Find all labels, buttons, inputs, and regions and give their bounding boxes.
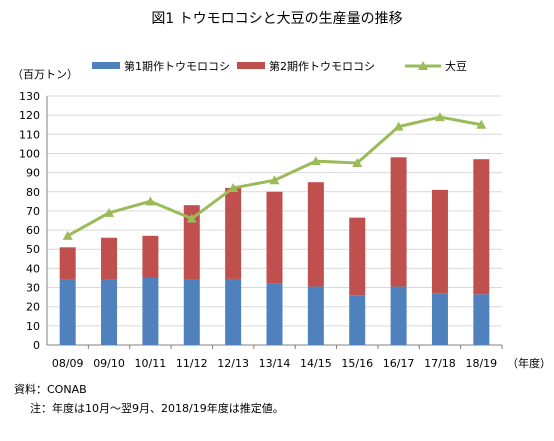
- y-tick-label: 30: [26, 282, 40, 295]
- x-tick-label: 10/11: [135, 357, 167, 370]
- bar-second-crop: [307, 182, 324, 287]
- soybean-marker: [269, 175, 280, 185]
- footnote: 注：年度は10月～翌9月、2018/19年度は推定値。: [30, 402, 284, 415]
- bar-second-crop: [142, 235, 159, 278]
- chart-title: 図1 トウモロコシと大豆の生産量の推移: [151, 11, 403, 27]
- x-tick-label: 16/17: [383, 357, 415, 370]
- x-tick-label: 12/13: [217, 357, 249, 370]
- x-tick-label: 11/12: [176, 357, 208, 370]
- x-tick-label: 18/19: [465, 357, 497, 370]
- source-note: 資料：CONAB: [14, 383, 87, 396]
- y-tick-label: 80: [26, 186, 40, 199]
- x-tick-label: 08/09: [52, 357, 84, 370]
- soybean-marker: [104, 207, 115, 217]
- y-tick-label: 120: [19, 109, 40, 122]
- bar-first-crop: [142, 277, 159, 345]
- y-tick-label: 100: [19, 147, 40, 160]
- bar-second-crop: [349, 217, 366, 296]
- bar-second-crop: [101, 237, 118, 280]
- y-tick-label: 110: [19, 128, 40, 141]
- soybean-marker: [228, 182, 239, 192]
- bar-first-crop: [307, 286, 324, 345]
- legend-label-soybean: 大豆: [445, 59, 467, 73]
- legend-swatch-first-crop: [92, 62, 120, 69]
- soybean-marker: [393, 121, 404, 131]
- soybean-marker: [186, 213, 197, 223]
- bar-first-crop: [225, 278, 242, 345]
- legend-label-first-crop: 第1期作トウモロコシ: [124, 59, 230, 73]
- bar-first-crop: [59, 279, 76, 345]
- y-tick-label: 40: [26, 262, 40, 275]
- x-tick-label: 17/18: [424, 357, 456, 370]
- bar-first-crop: [431, 293, 448, 345]
- legend-label-second-crop: 第2期作トウモロコシ: [269, 59, 375, 73]
- y-tick-label: 50: [26, 243, 40, 256]
- bar-second-crop: [59, 247, 76, 280]
- bar-second-crop: [431, 189, 448, 294]
- soybean-marker: [352, 158, 363, 168]
- y-tick-label: 20: [26, 301, 40, 314]
- bar-first-crop: [183, 279, 200, 345]
- y-tick-label: 130: [19, 90, 40, 103]
- y-tick-label: 0: [33, 339, 40, 352]
- bar-second-crop: [225, 187, 242, 279]
- bar-first-crop: [473, 294, 490, 345]
- bar-first-crop: [349, 295, 366, 345]
- soybean-marker: [145, 196, 156, 206]
- x-tick-label: 09/10: [93, 357, 125, 370]
- y-tick-label: 10: [26, 320, 40, 333]
- y-axis-unit-label: （百万トン）: [12, 68, 78, 81]
- soybean-marker: [434, 112, 445, 122]
- bar-second-crop: [183, 205, 200, 280]
- y-tick-label: 60: [26, 224, 40, 237]
- soybean-marker: [310, 156, 321, 166]
- legend-swatch-second-crop: [237, 62, 265, 69]
- bar-first-crop: [266, 283, 283, 345]
- bar-first-crop: [390, 286, 407, 345]
- x-tick-label: 15/16: [341, 357, 373, 370]
- y-tick-label: 90: [26, 167, 40, 180]
- bar-second-crop: [266, 191, 283, 284]
- soybean-marker: [476, 119, 487, 129]
- soybean-marker: [62, 230, 73, 240]
- bar-first-crop: [101, 279, 118, 345]
- y-tick-label: 70: [26, 205, 40, 218]
- x-axis-unit-label: （年度）: [507, 357, 551, 370]
- x-tick-label: 14/15: [300, 357, 332, 370]
- bar-second-crop: [390, 157, 407, 287]
- bar-second-crop: [473, 159, 490, 295]
- legend-marker-soybean: [418, 61, 428, 70]
- x-tick-label: 13/14: [259, 357, 291, 370]
